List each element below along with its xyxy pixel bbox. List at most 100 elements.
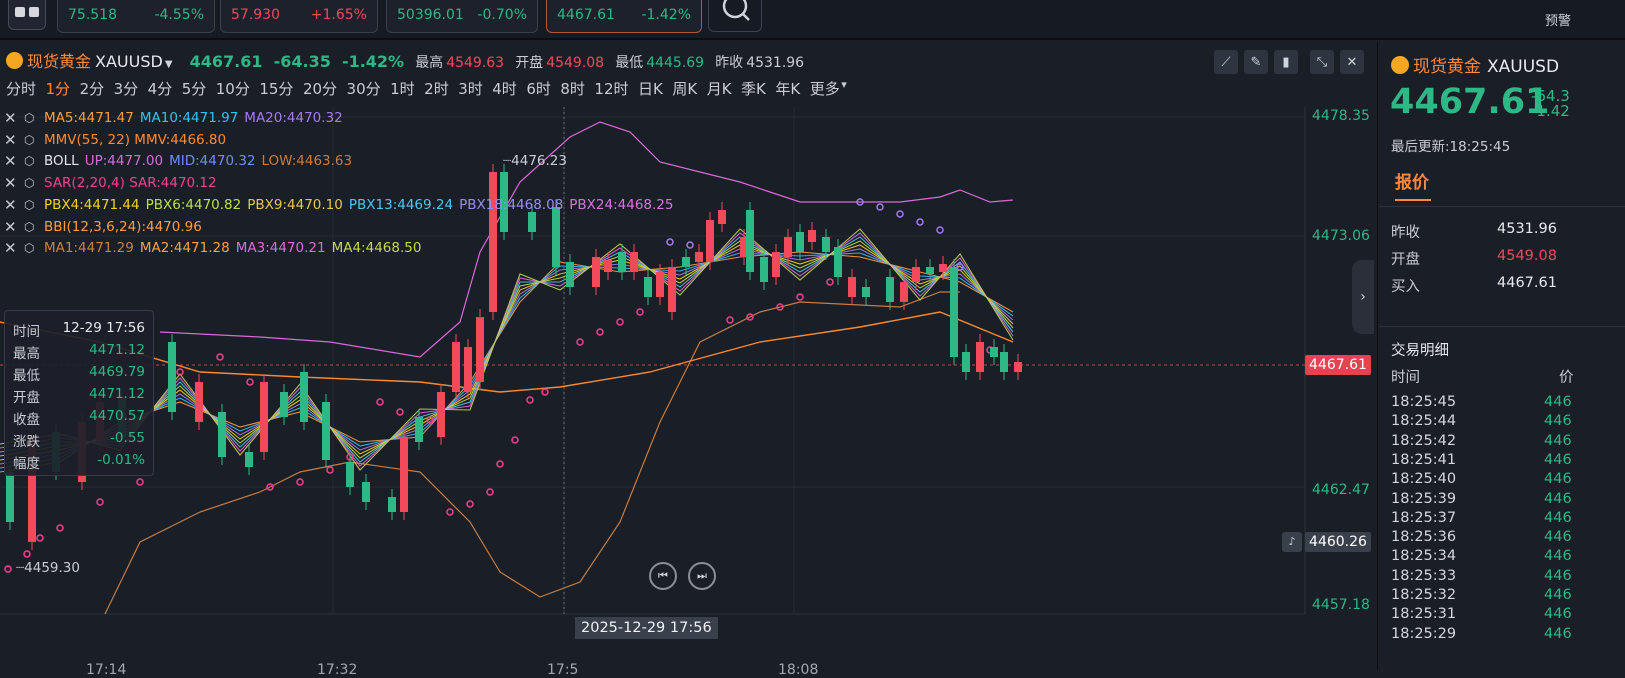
gear-icon[interactable]: ⬡ <box>24 154 35 169</box>
period-tab[interactable]: 年K <box>775 80 801 98</box>
gear-icon[interactable]: ⬡ <box>24 219 35 234</box>
x-axis-label: 17:5 <box>547 662 579 678</box>
tooltip-value: -0.01% <box>97 452 145 468</box>
period-tab[interactable]: 20分 <box>302 80 338 98</box>
close-icon[interactable]: ✕ <box>4 217 17 236</box>
high-value: 4549.63 <box>446 55 505 71</box>
period-tab[interactable]: 月K <box>706 80 732 98</box>
chevron-down-icon[interactable]: ▼ <box>164 59 173 70</box>
chevron-down-icon[interactable]: ▾ <box>841 78 847 91</box>
period-tab[interactable]: 日K <box>638 80 663 98</box>
collapse-icon[interactable]: ⤡ <box>1310 50 1334 74</box>
tab-quote[interactable]: 报价 <box>1395 168 1431 201</box>
current-price-tag: 4467.61 <box>1305 355 1371 375</box>
close-icon[interactable]: ✕ <box>4 195 17 214</box>
gear-icon[interactable]: ⬡ <box>24 132 35 147</box>
sar-dot <box>176 368 184 376</box>
close-icon[interactable]: ✕ <box>4 239 17 258</box>
ticker-change: -4.55% <box>154 7 204 23</box>
gear-icon[interactable]: ⬡ <box>24 241 35 256</box>
period-tab[interactable]: 周K <box>672 80 698 98</box>
gear-icon[interactable]: ⬡ <box>24 197 35 212</box>
period-tab[interactable]: 4时 <box>492 80 517 98</box>
max-price-label: 4476.23 <box>511 153 567 169</box>
gear-icon[interactable]: ⬡ <box>24 111 35 125</box>
trade-price: 446 <box>1544 567 1572 584</box>
sar-dot <box>726 316 734 324</box>
trade-time: 18:25:44 <box>1391 413 1457 430</box>
ticker-card[interactable]: 4467.61 -1.42% <box>546 0 702 33</box>
search-button[interactable] <box>708 0 762 32</box>
ticker-card[interactable]: 57.930 +1.65% <box>220 0 378 33</box>
indicator-value: BBI(12,3,6,24):4470.96 <box>44 218 202 235</box>
trade-time: 18:25:29 <box>1391 625 1457 642</box>
close-icon[interactable]: ✕ <box>4 152 17 171</box>
period-tab[interactable]: 1分 <box>45 80 71 98</box>
trade-row: 18:25:42 446 <box>1391 433 1625 452</box>
apps-grid-icon[interactable] <box>8 0 46 30</box>
trade-row: 18:25:39 446 <box>1391 491 1625 510</box>
trade-row: 18:25:34 446 <box>1391 548 1625 567</box>
close-icon[interactable]: ✕ <box>4 130 17 149</box>
bell-icon[interactable]: ♪ <box>1282 532 1302 552</box>
period-tab[interactable]: 1时 <box>390 80 415 98</box>
gear-icon[interactable]: ⬡ <box>24 176 35 191</box>
period-tab[interactable]: 3分 <box>113 80 139 98</box>
period-tab[interactable]: 4分 <box>147 80 173 98</box>
period-tab[interactable]: 8时 <box>560 80 585 98</box>
indicator-value: MA10:4471.97 <box>139 110 239 126</box>
indicator-legend: ✕ ⬡ BOLL UP:4477.00 MID:4470.32 LOW:4463.63 <box>4 152 358 170</box>
sar-dot <box>23 550 31 558</box>
candle-body <box>682 257 690 267</box>
period-tab[interactable]: 季K <box>741 80 766 98</box>
candle-body <box>566 262 574 287</box>
trade-price: 446 <box>1544 625 1572 642</box>
period-tab[interactable]: 3时 <box>458 80 483 98</box>
candle-style-icon[interactable]: ▮ <box>1274 50 1298 74</box>
annotation-max: ┈4476.23 <box>503 153 567 169</box>
candle-body <box>618 252 626 272</box>
period-tab[interactable]: 分时 <box>6 80 37 98</box>
ticker-card[interactable]: 75.518 -4.55% <box>57 0 215 33</box>
candle-body <box>706 220 714 262</box>
trades-title: 交易明细 <box>1391 343 1449 359</box>
instrument-symbol[interactable]: XAUUSD <box>95 52 163 71</box>
alert-button[interactable]: 预警 <box>1545 10 1571 29</box>
period-tab[interactable]: 更多 <box>809 80 840 98</box>
prev-close-label: 昨收 <box>715 55 744 71</box>
next-button[interactable]: ⏭ <box>688 562 716 590</box>
period-tab[interactable]: 10分 <box>215 80 250 98</box>
prev-button[interactable]: ⏮ <box>649 562 677 590</box>
indicator-legend: ✕ ⬡ BBI(12,3,6,24):4470.96 <box>4 218 208 236</box>
instrument-name[interactable]: 现货黄金 <box>27 52 92 71</box>
period-tab[interactable]: 2时 <box>424 80 449 98</box>
close-icon[interactable]: ✕ <box>4 174 17 193</box>
quote-panel: 现货黄金 XAUUSD 4467.61 -64.3 -1.42 最后更新:18:2… <box>1377 42 1625 670</box>
period-tab[interactable]: 30分 <box>346 80 381 98</box>
ma-line <box>0 248 1014 465</box>
expand-panel-handle[interactable]: › <box>1352 260 1374 334</box>
sar-dot <box>266 483 274 491</box>
period-tab[interactable]: 2分 <box>79 80 105 98</box>
ticker-card[interactable]: 50396.01 -0.70% <box>386 0 538 33</box>
close-icon[interactable]: ✕ <box>1340 50 1364 74</box>
pencil-icon[interactable]: ✎ <box>1244 50 1268 74</box>
candle-body <box>322 402 330 460</box>
period-tab[interactable]: 6时 <box>526 80 551 98</box>
ticker-price: 50396.01 <box>397 7 464 23</box>
period-tab[interactable]: 5分 <box>181 80 207 98</box>
period-tab[interactable]: 12时 <box>594 80 629 98</box>
tooltip-value: 4470.57 <box>89 408 145 424</box>
annotation-min: ┈4459.30 <box>16 560 80 576</box>
trade-row: 18:25:29 446 <box>1391 626 1625 645</box>
period-tab[interactable]: 15分 <box>259 80 294 98</box>
tooltip-value: 4471.12 <box>89 386 145 402</box>
sar-dot <box>496 460 504 468</box>
quote-key: 买入 <box>1391 279 1420 295</box>
draw-line-icon[interactable]: ⟋ <box>1214 50 1238 74</box>
indicator-legend: ✕ ⬡ SAR(2,20,4) SAR:4470.12 <box>4 174 223 192</box>
trade-price: 446 <box>1544 451 1572 468</box>
tooltip-row: 时间 12-29 17:56 <box>13 320 145 342</box>
candlestick-chart[interactable] <box>0 42 1375 670</box>
close-icon[interactable]: ✕ <box>4 109 17 127</box>
